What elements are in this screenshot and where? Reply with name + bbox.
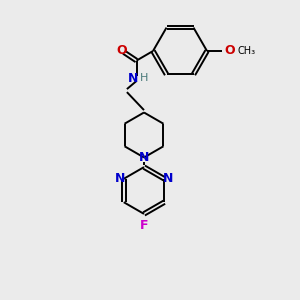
Text: O: O — [116, 44, 127, 57]
Text: N: N — [128, 71, 139, 85]
Text: N: N — [139, 151, 149, 164]
Text: N: N — [115, 172, 125, 185]
Text: CH₃: CH₃ — [238, 46, 256, 56]
Text: N: N — [163, 172, 173, 185]
Text: F: F — [140, 219, 148, 232]
Text: O: O — [224, 44, 235, 58]
Text: H: H — [140, 73, 148, 83]
